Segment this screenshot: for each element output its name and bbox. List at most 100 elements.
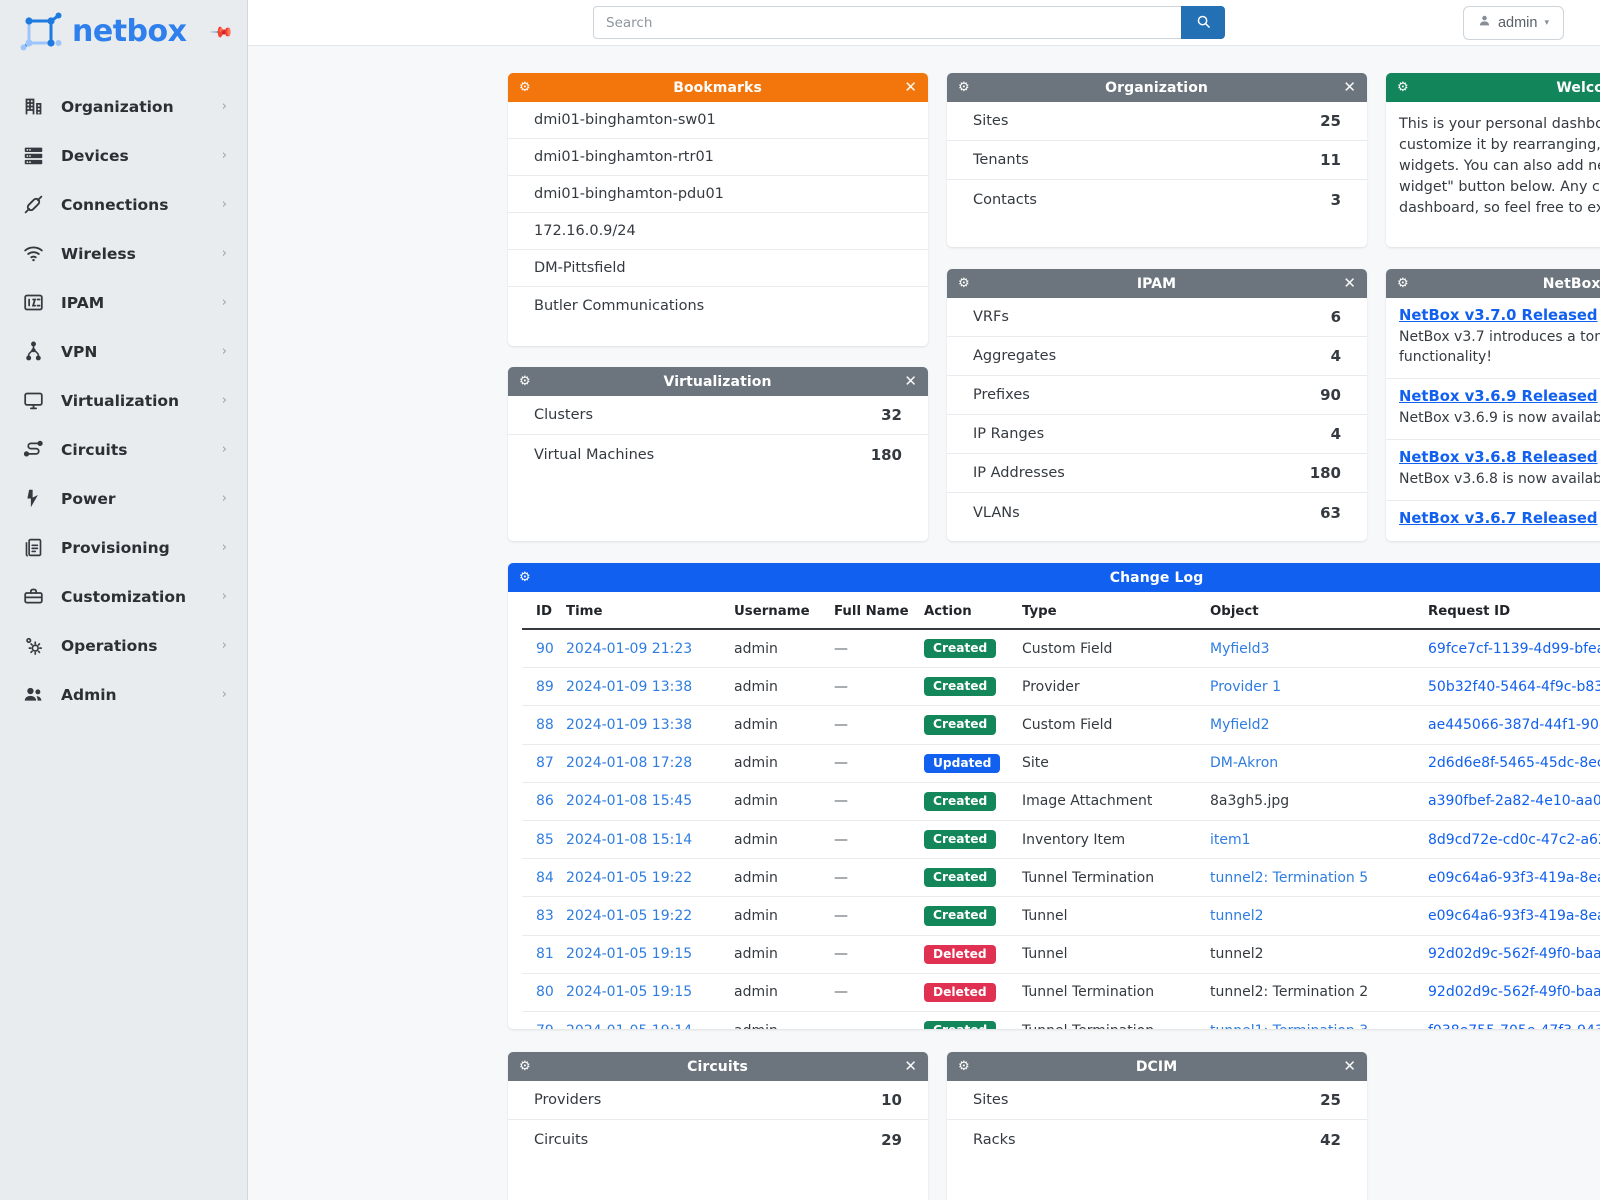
- close-icon[interactable]: ✕: [904, 1057, 917, 1075]
- gear-icon[interactable]: ⚙: [958, 80, 970, 95]
- list-item[interactable]: dmi01-binghamton-sw01: [508, 102, 928, 139]
- news-link[interactable]: NetBox v3.7.0 Released: [1399, 307, 1598, 324]
- sidebar-item-virtualization[interactable]: Virtualization ›: [0, 376, 247, 425]
- news-link[interactable]: NetBox v3.6.8 Released: [1399, 448, 1598, 466]
- news-link[interactable]: NetBox v3.6.9 Released: [1399, 387, 1598, 405]
- sidebar-item-admin[interactable]: Admin ›: [0, 670, 247, 719]
- list-item[interactable]: dmi01-binghamton-rtr01: [508, 139, 928, 176]
- cell-time[interactable]: 2024-01-05 19:15: [566, 984, 693, 1001]
- sidebar-item-organization[interactable]: Organization ›: [0, 82, 247, 131]
- cell-time[interactable]: 2024-01-05 19:22: [566, 908, 693, 925]
- count-row[interactable]: Sites 25: [947, 1081, 1367, 1120]
- cell-id[interactable]: 89: [536, 678, 554, 695]
- cell-time[interactable]: 2024-01-08 15:45: [566, 793, 693, 810]
- search-button[interactable]: [1181, 6, 1225, 39]
- cell-time[interactable]: 2024-01-05 19:15: [566, 946, 693, 963]
- gear-icon[interactable]: ⚙: [1397, 80, 1409, 95]
- gear-icon[interactable]: ⚙: [519, 1059, 531, 1074]
- cell-id[interactable]: 90: [536, 640, 554, 657]
- cell-time[interactable]: 2024-01-09 13:38: [566, 678, 693, 695]
- sidebar-item-operations[interactable]: Operations ›: [0, 621, 247, 670]
- column-header-time[interactable]: Time: [560, 592, 728, 630]
- cell-time[interactable]: 2024-01-09 21:23: [566, 640, 693, 657]
- cell-object[interactable]: tunnel1: Termination 3: [1210, 1023, 1368, 1029]
- cell-id[interactable]: 79: [536, 1023, 554, 1029]
- cell-id[interactable]: 84: [536, 869, 554, 886]
- cell-object[interactable]: item1: [1210, 831, 1251, 848]
- cell-id[interactable]: 81: [536, 946, 554, 963]
- cell-object[interactable]: tunnel2: [1210, 908, 1264, 925]
- sidebar-item-power[interactable]: Power ›: [0, 474, 247, 523]
- gear-icon[interactable]: ⚙: [958, 276, 970, 291]
- close-icon[interactable]: ✕: [1343, 274, 1356, 292]
- cell-object[interactable]: DM-Akron: [1210, 755, 1279, 772]
- cell-id[interactable]: 80: [536, 984, 554, 1001]
- cell-time[interactable]: 2024-01-05 19:14: [566, 1023, 692, 1029]
- count-row[interactable]: Prefixes 90: [947, 376, 1367, 415]
- user-menu-button[interactable]: admin ▾: [1462, 5, 1564, 40]
- sidebar-item-provisioning[interactable]: Provisioning ›: [0, 523, 247, 572]
- cell-id[interactable]: 87: [536, 755, 554, 772]
- news-link[interactable]: NetBox v3.6.7 Released: [1399, 509, 1598, 527]
- gear-icon[interactable]: ⚙: [519, 374, 531, 389]
- count-row[interactable]: Contacts 3: [947, 180, 1367, 219]
- list-item[interactable]: 172.16.0.9/24: [508, 213, 928, 250]
- list-item[interactable]: Butler Communications: [534, 297, 705, 314]
- cell-request-id[interactable]: e09c64a6-93f3-419a-8ea9-229585f7c6ae: [1428, 869, 1600, 886]
- count-row[interactable]: Providers 10: [508, 1081, 928, 1120]
- count-row[interactable]: VLANs 63: [947, 493, 1367, 532]
- sidebar-item-ipam[interactable]: IPAM ›: [0, 278, 247, 327]
- search-input[interactable]: [593, 6, 1181, 39]
- gear-icon[interactable]: ⚙: [958, 1059, 970, 1074]
- cell-request-id[interactable]: 8d9cd72e-cd0c-47c2-a620-dc899a690c21: [1428, 831, 1600, 848]
- close-icon[interactable]: ✕: [1343, 1057, 1356, 1075]
- gear-icon[interactable]: ⚙: [519, 80, 531, 95]
- count-row[interactable]: Racks 42: [947, 1120, 1367, 1159]
- cell-id[interactable]: 88: [536, 717, 554, 733]
- sidebar-item-connections[interactable]: Connections ›: [0, 180, 247, 229]
- sidebar-item-wireless[interactable]: Wireless ›: [0, 229, 247, 278]
- close-icon[interactable]: ✕: [904, 78, 917, 96]
- cell-id[interactable]: 83: [536, 908, 554, 925]
- cell-id[interactable]: 86: [536, 793, 554, 810]
- cell-request-id[interactable]: 50b32f40-5464-4f9c-b83f-0ef270489410: [1428, 678, 1600, 695]
- sidebar-item-devices[interactable]: Devices ›: [0, 131, 247, 180]
- cell-request-id[interactable]: 2d6d6e8f-5465-45dc-8ec3-2019d4087b5a: [1428, 755, 1600, 772]
- cell-object[interactable]: Myfield2: [1210, 717, 1270, 733]
- list-item[interactable]: dmi01-binghamton-pdu01: [508, 176, 928, 213]
- count-row[interactable]: VRFs 6: [947, 298, 1367, 337]
- cell-request-id[interactable]: f038e755-705e-47f3-9433-5392b9e6b9e5: [1428, 1023, 1600, 1029]
- gear-icon[interactable]: ⚙: [519, 570, 531, 585]
- cell-object[interactable]: Myfield3: [1210, 640, 1270, 657]
- cell-object[interactable]: Provider 1: [1210, 678, 1281, 695]
- sidebar-item-circuits[interactable]: Circuits ›: [0, 425, 247, 474]
- column-header-username[interactable]: Username: [728, 592, 828, 630]
- count-row[interactable]: IP Addresses 180: [947, 454, 1367, 493]
- column-header-object[interactable]: Object: [1204, 592, 1422, 630]
- cell-time[interactable]: 2024-01-09 13:38: [566, 717, 693, 733]
- cell-object[interactable]: tunnel2: Termination 5: [1210, 869, 1369, 886]
- column-header-id[interactable]: ID: [522, 592, 560, 630]
- column-header-requestid[interactable]: Request ID: [1422, 592, 1600, 630]
- count-row[interactable]: Tenants 11: [947, 141, 1367, 180]
- cell-id[interactable]: 85: [536, 831, 554, 848]
- cell-time[interactable]: 2024-01-05 19:22: [566, 869, 693, 886]
- close-icon[interactable]: ✕: [1343, 78, 1356, 96]
- list-item[interactable]: DM-Pittsfield: [508, 250, 928, 287]
- gear-icon[interactable]: ⚙: [1397, 276, 1409, 291]
- pin-icon[interactable]: 📌: [209, 18, 235, 45]
- sidebar-item-customization[interactable]: Customization ›: [0, 572, 247, 621]
- cell-time[interactable]: 2024-01-08 17:28: [566, 755, 693, 772]
- count-row[interactable]: Virtual Machines 180: [508, 435, 928, 474]
- column-header-type[interactable]: Type: [1016, 592, 1204, 630]
- brand-header[interactable]: netbox 📌: [0, 0, 247, 64]
- close-icon[interactable]: ✕: [904, 372, 917, 390]
- column-header-action[interactable]: Action: [918, 592, 1016, 630]
- cell-request-id[interactable]: a390fbef-2a82-4e10-aa0a-3c268aa5ef3b: [1428, 793, 1600, 810]
- cell-request-id[interactable]: ae445066-387d-44f1-9084-572a05ce3e16: [1428, 717, 1600, 733]
- count-row[interactable]: Clusters 32: [508, 396, 928, 435]
- count-row[interactable]: IP Ranges 4: [947, 415, 1367, 454]
- count-row[interactable]: Sites 25: [947, 102, 1367, 141]
- cell-time[interactable]: 2024-01-08 15:14: [566, 831, 693, 848]
